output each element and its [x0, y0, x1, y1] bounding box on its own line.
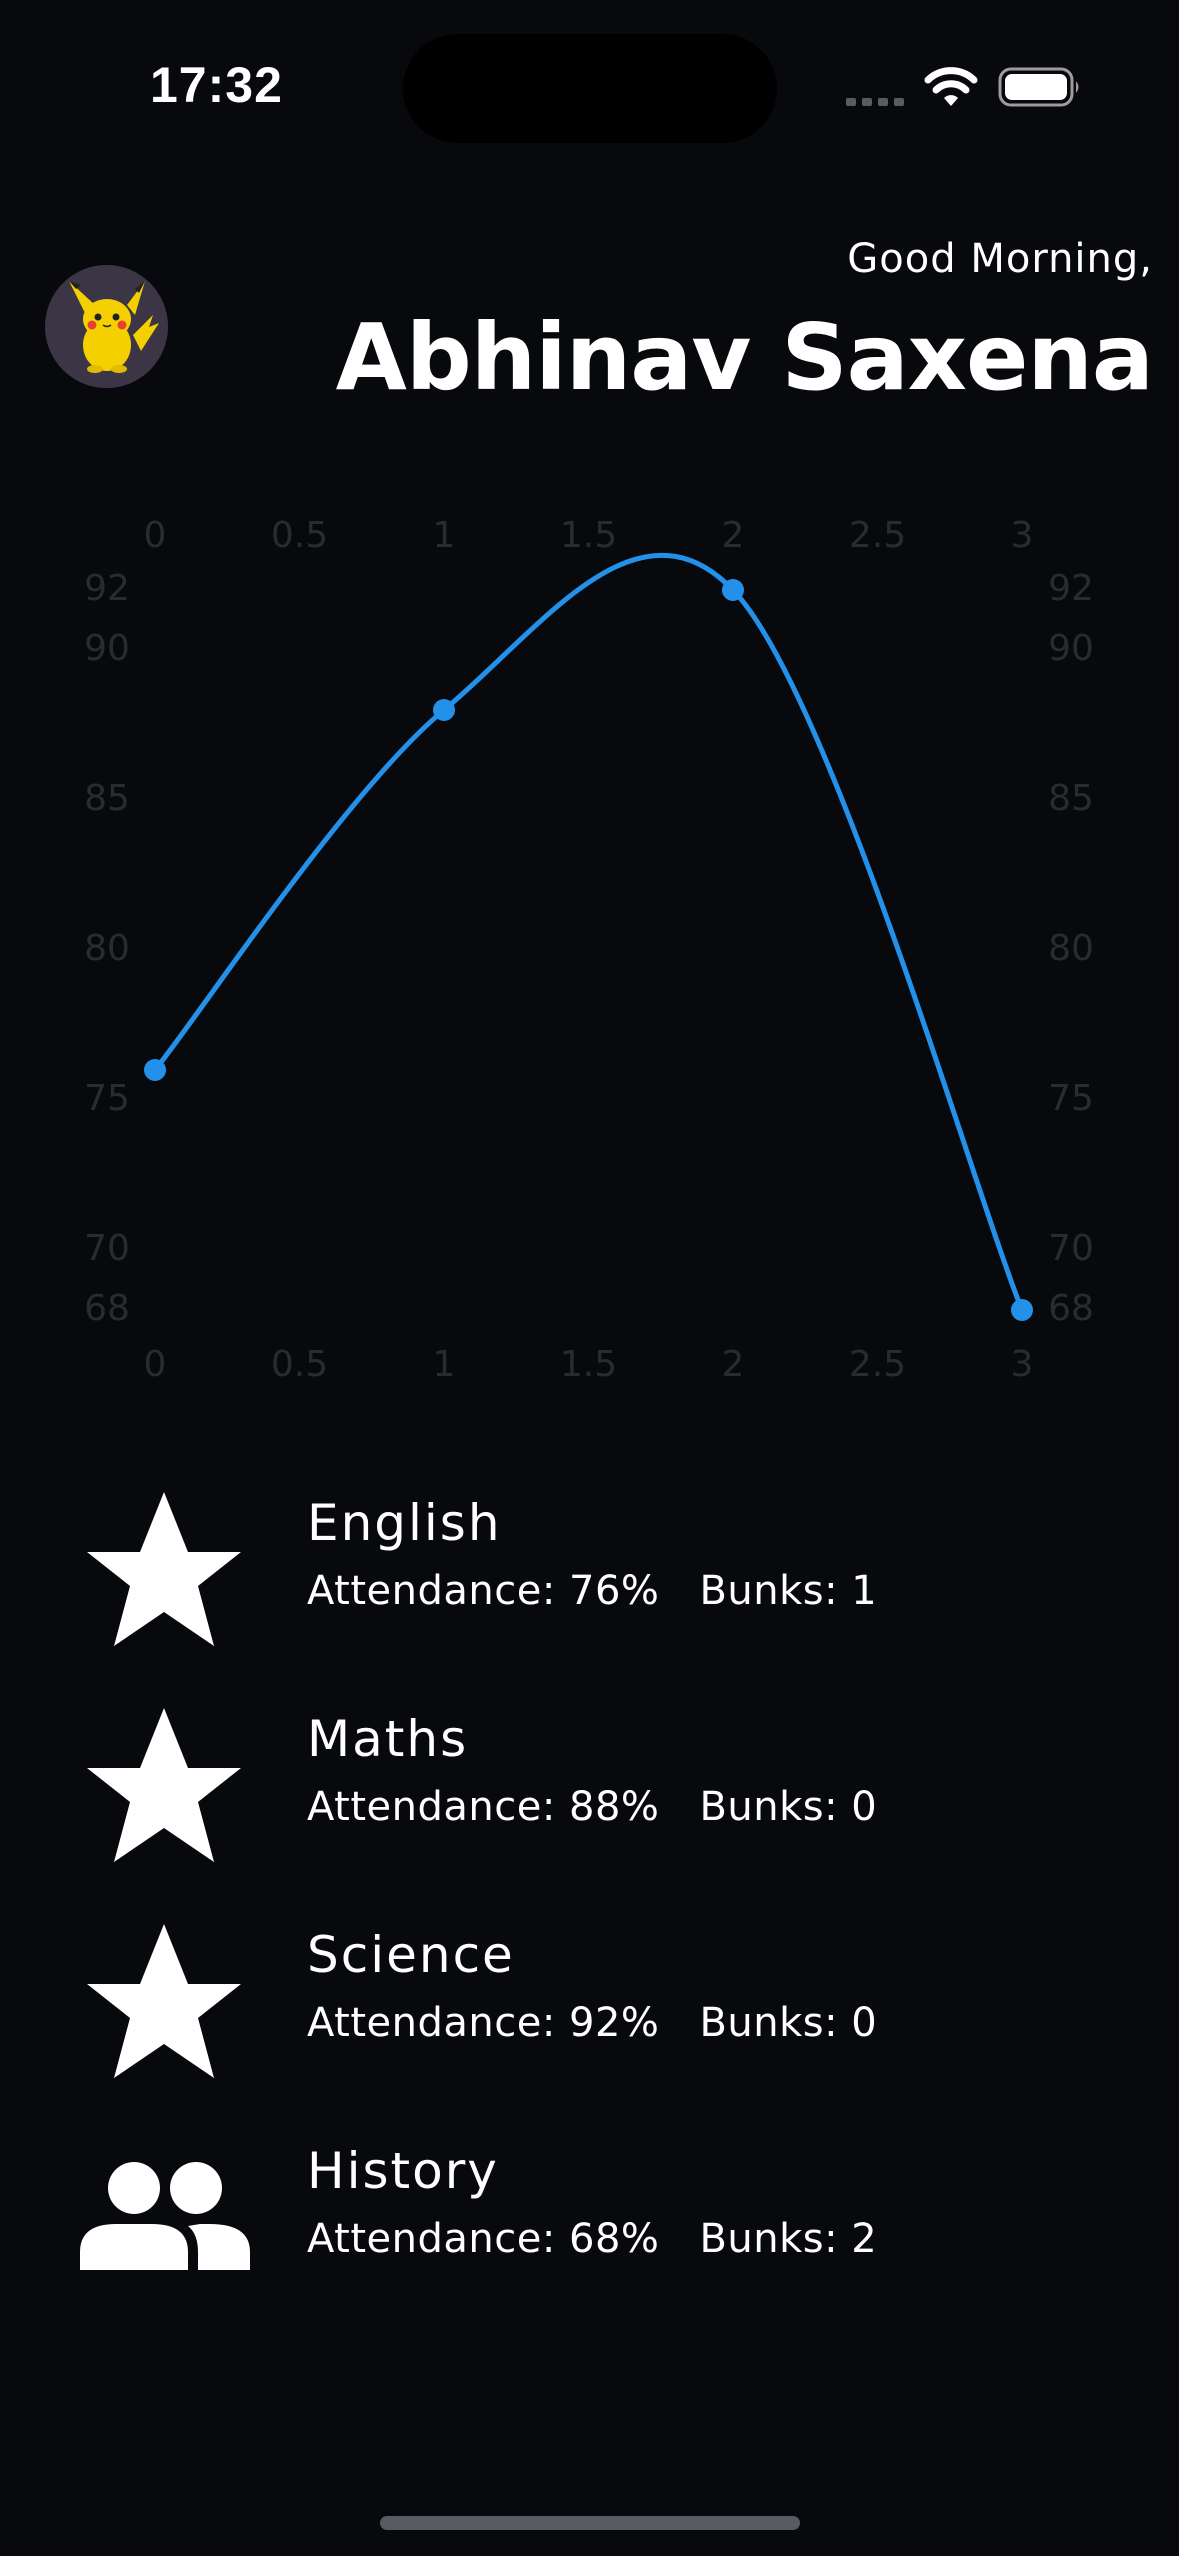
greeting-text: Good Morning,: [847, 236, 1153, 282]
x-tick-label: 0: [144, 515, 167, 556]
attendance-series-points: [144, 579, 1033, 1321]
y-tick-label: 68: [84, 1288, 130, 1329]
cellular-signal-icon: [846, 98, 904, 106]
subject-stats: Attendance: 92% Bunks: 0: [307, 2000, 877, 2046]
x-tick-label: 3: [1011, 1344, 1034, 1385]
star-icon: [87, 1924, 241, 2078]
battery-icon: [998, 67, 1079, 107]
attendance-series-line: [152, 552, 1025, 1313]
y-tick-label: 80: [84, 928, 130, 969]
bunks-value: Bunks: 2: [699, 2216, 878, 2262]
x-axis-top: 0 0.5 1 1.5 2 2.5 3: [144, 515, 1034, 556]
subject-row-maths[interactable]: Maths Attendance: 88% Bunks: 0: [0, 1702, 1179, 1882]
y-tick-label: 92: [84, 568, 130, 609]
wifi-icon: [924, 67, 978, 106]
subject-row-english[interactable]: English Attendance: 76% Bunks: 1: [0, 1486, 1179, 1666]
x-tick-label: 1: [433, 515, 456, 556]
subject-name: History: [307, 2142, 499, 2200]
people-icon: [80, 2162, 250, 2270]
attendance-value: Attendance: 76%: [307, 1568, 660, 1614]
star-icon: [87, 1492, 241, 1646]
data-point[interactable]: [144, 1059, 166, 1081]
data-point[interactable]: [433, 699, 455, 721]
y-axis-right: 92 90 85 80 75 70 68: [1048, 568, 1094, 1329]
dynamic-island: [403, 34, 777, 143]
home-indicator[interactable]: [380, 2516, 800, 2530]
data-point[interactable]: [722, 579, 744, 601]
y-tick-label: 75: [84, 1078, 130, 1119]
x-tick-label: 3: [1011, 515, 1034, 556]
status-time: 17:32: [150, 57, 283, 113]
x-tick-label: 1.5: [560, 515, 617, 556]
avatar[interactable]: [45, 265, 168, 388]
y-tick-label: 85: [84, 778, 130, 819]
y-tick-label: 70: [84, 1228, 130, 1269]
y-tick-label: 90: [1048, 628, 1094, 669]
subject-row-science[interactable]: Science Attendance: 92% Bunks: 0: [0, 1918, 1179, 2098]
data-point[interactable]: [1011, 1299, 1033, 1321]
bunks-value: Bunks: 0: [699, 2000, 878, 2046]
subject-stats: Attendance: 88% Bunks: 0: [307, 1784, 877, 1830]
x-tick-label: 1.5: [560, 1344, 617, 1385]
y-tick-label: 90: [84, 628, 130, 669]
y-tick-label: 92: [1048, 568, 1094, 609]
y-tick-label: 70: [1048, 1228, 1094, 1269]
user-name: Abhinav Saxena: [335, 304, 1154, 411]
subject-stats: Attendance: 76% Bunks: 1: [307, 1568, 877, 1614]
x-tick-label: 0: [144, 1344, 167, 1385]
bunks-value: Bunks: 0: [699, 1784, 878, 1830]
attendance-value: Attendance: 92%: [307, 2000, 660, 2046]
y-axis-left: 92 90 85 80 75 70 68: [84, 568, 130, 1329]
x-axis-bottom: 0 0.5 1 1.5 2 2.5 3: [144, 1344, 1034, 1385]
y-tick-label: 85: [1048, 778, 1094, 819]
y-tick-label: 75: [1048, 1078, 1094, 1119]
attendance-value: Attendance: 68%: [307, 2216, 660, 2262]
subject-name: Maths: [307, 1710, 469, 1768]
x-tick-label: 0.5: [271, 1344, 328, 1385]
x-tick-label: 2: [722, 515, 745, 556]
star-icon: [87, 1708, 241, 1862]
y-tick-label: 80: [1048, 928, 1094, 969]
attendance-value: Attendance: 88%: [307, 1784, 660, 1830]
attendance-line-chart: 0 0.5 1 1.5 2 2.5 3 0 0.5 1 1.5 2 2.5 3 92 90 85 80 75 70…: [84, 515, 1094, 1385]
y-tick-label: 68: [1048, 1288, 1094, 1329]
x-tick-label: 0.5: [271, 515, 328, 556]
subject-name: English: [307, 1494, 502, 1552]
bunks-value: Bunks: 1: [699, 1568, 878, 1614]
subject-row-history[interactable]: History Attendance: 68% Bunks: 2: [0, 2134, 1179, 2314]
x-tick-label: 2: [722, 1344, 745, 1385]
x-tick-label: 2.5: [849, 515, 906, 556]
subject-stats: Attendance: 68% Bunks: 2: [307, 2216, 877, 2262]
x-tick-label: 2.5: [849, 1344, 906, 1385]
x-tick-label: 1: [433, 1344, 456, 1385]
subject-name: Science: [307, 1926, 515, 1984]
pikachu-avatar-icon: [45, 265, 168, 388]
